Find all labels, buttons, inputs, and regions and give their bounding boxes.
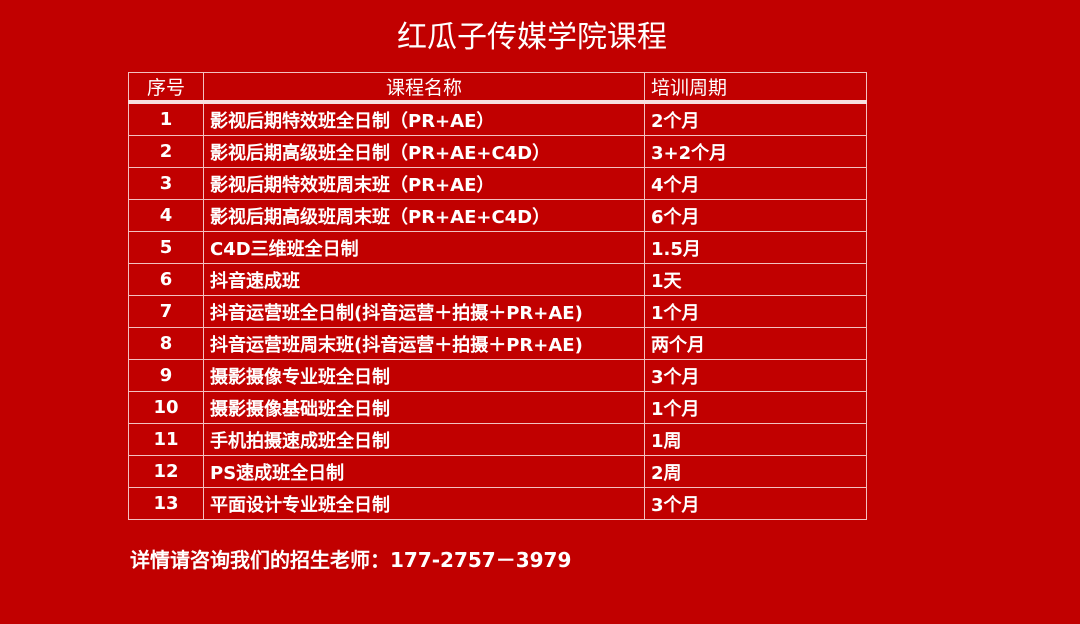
duration: 3个月: [644, 359, 867, 392]
contact-info: 详情请咨询我们的招生老师：177-2757－3979: [130, 548, 572, 572]
duration: 6个月: [644, 199, 867, 232]
table-row: 7 抖音运营班全日制(抖音运营＋拍摄＋PR+AE) 1个月: [128, 295, 867, 328]
course-name: 抖音运营班周末班(抖音运营＋拍摄＋PR+AE): [203, 327, 645, 360]
row-index: 9: [128, 359, 204, 392]
table-row: 9 摄影摄像专业班全日制 3个月: [128, 359, 867, 392]
duration: 2个月: [644, 101, 867, 136]
table-row: 4 影视后期高级班周末班（PR+AE+C4D） 6个月: [128, 199, 867, 232]
table-row: 3 影视后期特效班周末班（PR+AE） 4个月: [128, 167, 867, 200]
row-index: 10: [128, 391, 204, 424]
header-course-name: 课程名称: [203, 72, 645, 103]
table-header-row: 序号 课程名称 培训周期: [128, 72, 867, 103]
course-name: 抖音运营班全日制(抖音运营＋拍摄＋PR+AE): [203, 295, 645, 328]
course-name: 影视后期高级班全日制（PR+AE+C4D）: [203, 135, 645, 168]
duration: 3+2个月: [644, 135, 867, 168]
row-index: 12: [128, 455, 204, 488]
course-name: 影视后期特效班周末班（PR+AE）: [203, 167, 645, 200]
duration: 1天: [644, 263, 867, 296]
row-index: 13: [128, 487, 204, 520]
course-name: 手机拍摄速成班全日制: [203, 423, 645, 456]
row-index: 7: [128, 295, 204, 328]
duration: 1个月: [644, 391, 867, 424]
course-name: 影视后期高级班周末班（PR+AE+C4D）: [203, 199, 645, 232]
header-duration: 培训周期: [644, 72, 867, 103]
table-row: 2 影视后期高级班全日制（PR+AE+C4D） 3+2个月: [128, 135, 867, 168]
table-row: 10 摄影摄像基础班全日制 1个月: [128, 391, 867, 424]
course-name: 平面设计专业班全日制: [203, 487, 645, 520]
duration: 1个月: [644, 295, 867, 328]
table-row: 5 C4D三维班全日制 1.5月: [128, 231, 867, 264]
duration: 4个月: [644, 167, 867, 200]
row-index: 1: [128, 101, 204, 136]
row-index: 2: [128, 135, 204, 168]
table-row: 12 PS速成班全日制 2周: [128, 455, 867, 488]
table-row: 13 平面设计专业班全日制 3个月: [128, 487, 867, 520]
course-table: 序号 课程名称 培训周期 1 影视后期特效班全日制（PR+AE） 2个月 2 影视后期高…: [128, 72, 867, 520]
course-name: 影视后期特效班全日制（PR+AE）: [203, 101, 645, 136]
row-index: 6: [128, 263, 204, 296]
course-name: 抖音速成班: [203, 263, 645, 296]
duration: 3个月: [644, 487, 867, 520]
duration: 1周: [644, 423, 867, 456]
table-row: 6 抖音速成班 1天: [128, 263, 867, 296]
table-row: 8 抖音运营班周末班(抖音运营＋拍摄＋PR+AE) 两个月: [128, 327, 867, 360]
row-index: 3: [128, 167, 204, 200]
row-index: 8: [128, 327, 204, 360]
row-index: 4: [128, 199, 204, 232]
header-index: 序号: [128, 72, 204, 103]
duration: 2周: [644, 455, 867, 488]
row-index: 11: [128, 423, 204, 456]
duration: 1.5月: [644, 231, 867, 264]
table-row: 1 影视后期特效班全日制（PR+AE） 2个月: [128, 101, 867, 136]
duration: 两个月: [644, 327, 867, 360]
course-name: 摄影摄像专业班全日制: [203, 359, 645, 392]
table-row: 11 手机拍摄速成班全日制 1周: [128, 423, 867, 456]
course-name: PS速成班全日制: [203, 455, 645, 488]
course-name: 摄影摄像基础班全日制: [203, 391, 645, 424]
page-title: 红瓜子传媒学院课程: [397, 20, 667, 55]
course-name: C4D三维班全日制: [203, 231, 645, 264]
row-index: 5: [128, 231, 204, 264]
